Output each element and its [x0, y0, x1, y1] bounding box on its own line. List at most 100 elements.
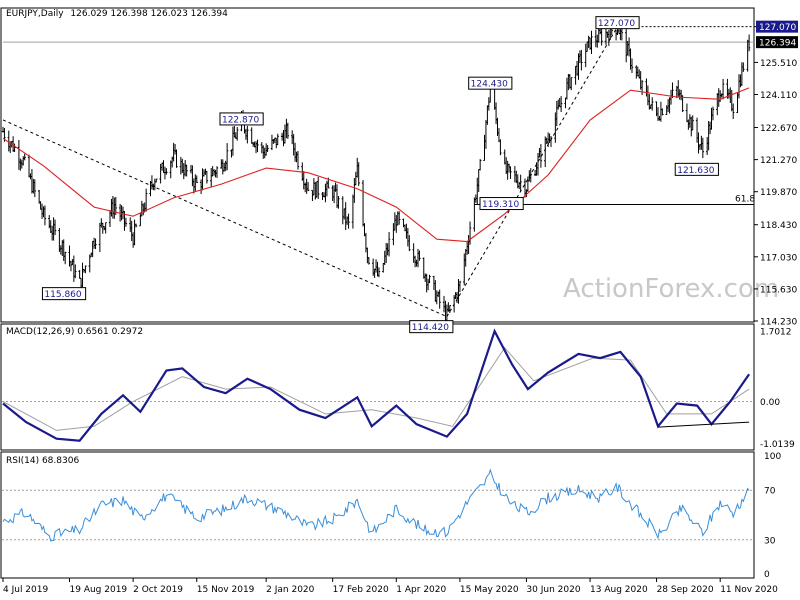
price-bar [413, 255, 417, 268]
price-label-4: 121.630 [674, 162, 719, 176]
price-bar [668, 97, 671, 114]
price-bar [564, 97, 567, 109]
price-axis-label: 117.030 [760, 253, 797, 263]
moving-average-line [2, 87, 750, 243]
price-bar [152, 183, 155, 191]
price-bar [483, 134, 486, 161]
price-bar [215, 166, 219, 178]
price-bar [448, 305, 451, 314]
price-bar [454, 292, 457, 300]
price-bar [600, 27, 603, 46]
price-bar [574, 65, 577, 85]
price-bar [91, 240, 94, 258]
price-bar [665, 105, 668, 115]
price-bar [705, 137, 709, 155]
price-bar [183, 160, 187, 177]
price-bar [484, 119, 488, 149]
price-title: EURJPY,Daily 126.029 126.398 126.023 126… [6, 9, 228, 19]
price-bar [690, 116, 693, 137]
price-bar [700, 135, 703, 150]
price-bar [150, 175, 154, 190]
price-axis-label: 115.630 [760, 285, 797, 295]
price-axis-label: 114.230 [760, 318, 797, 328]
price-bar [221, 159, 224, 175]
price-bar [681, 95, 684, 113]
price-bar [111, 195, 115, 219]
price-bar [424, 273, 427, 282]
price-bar [49, 220, 52, 233]
price-bar [210, 167, 213, 188]
price-bar [708, 121, 712, 135]
price-bar [568, 74, 572, 89]
price-bar [716, 93, 719, 116]
price-bar [679, 89, 683, 101]
price-bar [68, 245, 71, 267]
price-bar [131, 232, 135, 248]
price-bar [422, 257, 425, 279]
price-label-box [468, 76, 513, 90]
price-bar [347, 213, 350, 229]
price-bar [17, 139, 21, 170]
price-bar [627, 37, 631, 57]
price-label-0: 127.070 [595, 16, 640, 30]
price-bar [315, 181, 318, 198]
price-bar [361, 180, 365, 227]
price-bar [416, 248, 420, 268]
price-bar [63, 251, 67, 265]
price-bar [262, 145, 265, 159]
price-bar [732, 103, 735, 120]
price-bar [687, 119, 690, 130]
price-bar [81, 262, 84, 288]
price-bar [104, 222, 107, 234]
price-label-text: 122.870 [222, 115, 259, 125]
price-bar [363, 223, 366, 237]
price-bar [746, 39, 749, 72]
price-label-6: 114.420 [409, 320, 454, 334]
price-bar [296, 150, 300, 170]
price-bar [739, 74, 742, 88]
current-price-flag [756, 36, 798, 49]
price-bar [377, 267, 381, 278]
price-label-box [479, 197, 524, 211]
price-bar [577, 53, 580, 80]
price-bar [405, 223, 408, 239]
price-bar [557, 99, 560, 110]
price-bar [688, 114, 692, 128]
price-bar [645, 78, 648, 97]
price-bar [529, 168, 532, 183]
price-bar [584, 43, 587, 68]
price-bar [554, 112, 557, 143]
price-bar [661, 108, 664, 116]
price-bar [671, 82, 674, 98]
price-bar [266, 145, 269, 153]
price-bar [39, 201, 42, 210]
price-bar [625, 28, 628, 63]
price-bar [544, 136, 547, 168]
price-bar [442, 295, 446, 313]
price-bar [101, 222, 104, 234]
price-bar [71, 259, 74, 266]
price-bar [545, 137, 548, 144]
price-bar [701, 137, 705, 159]
price-bar [558, 97, 561, 108]
price-bar [548, 133, 551, 143]
price-bar [139, 213, 142, 227]
price-bar [201, 168, 204, 191]
price-bar [50, 225, 54, 241]
price-label-box [595, 16, 640, 30]
price-bar [292, 134, 295, 156]
price-layer: 61.8 127.070 122.870 124.430 119.310 121.630 1… [1, 16, 755, 334]
price-bar [549, 136, 553, 148]
price-bar [179, 156, 183, 175]
price-bar [464, 249, 467, 267]
price-bar [185, 164, 188, 177]
price-bar [559, 96, 563, 112]
macd-axis-label: 0.00 [760, 398, 780, 408]
price-bar [40, 203, 44, 219]
x-axis-label: 2 Jan 2020 [266, 585, 314, 595]
price-bar [246, 125, 249, 144]
price-bar [418, 250, 421, 261]
price-bar [42, 206, 45, 218]
price-bar [406, 227, 410, 247]
